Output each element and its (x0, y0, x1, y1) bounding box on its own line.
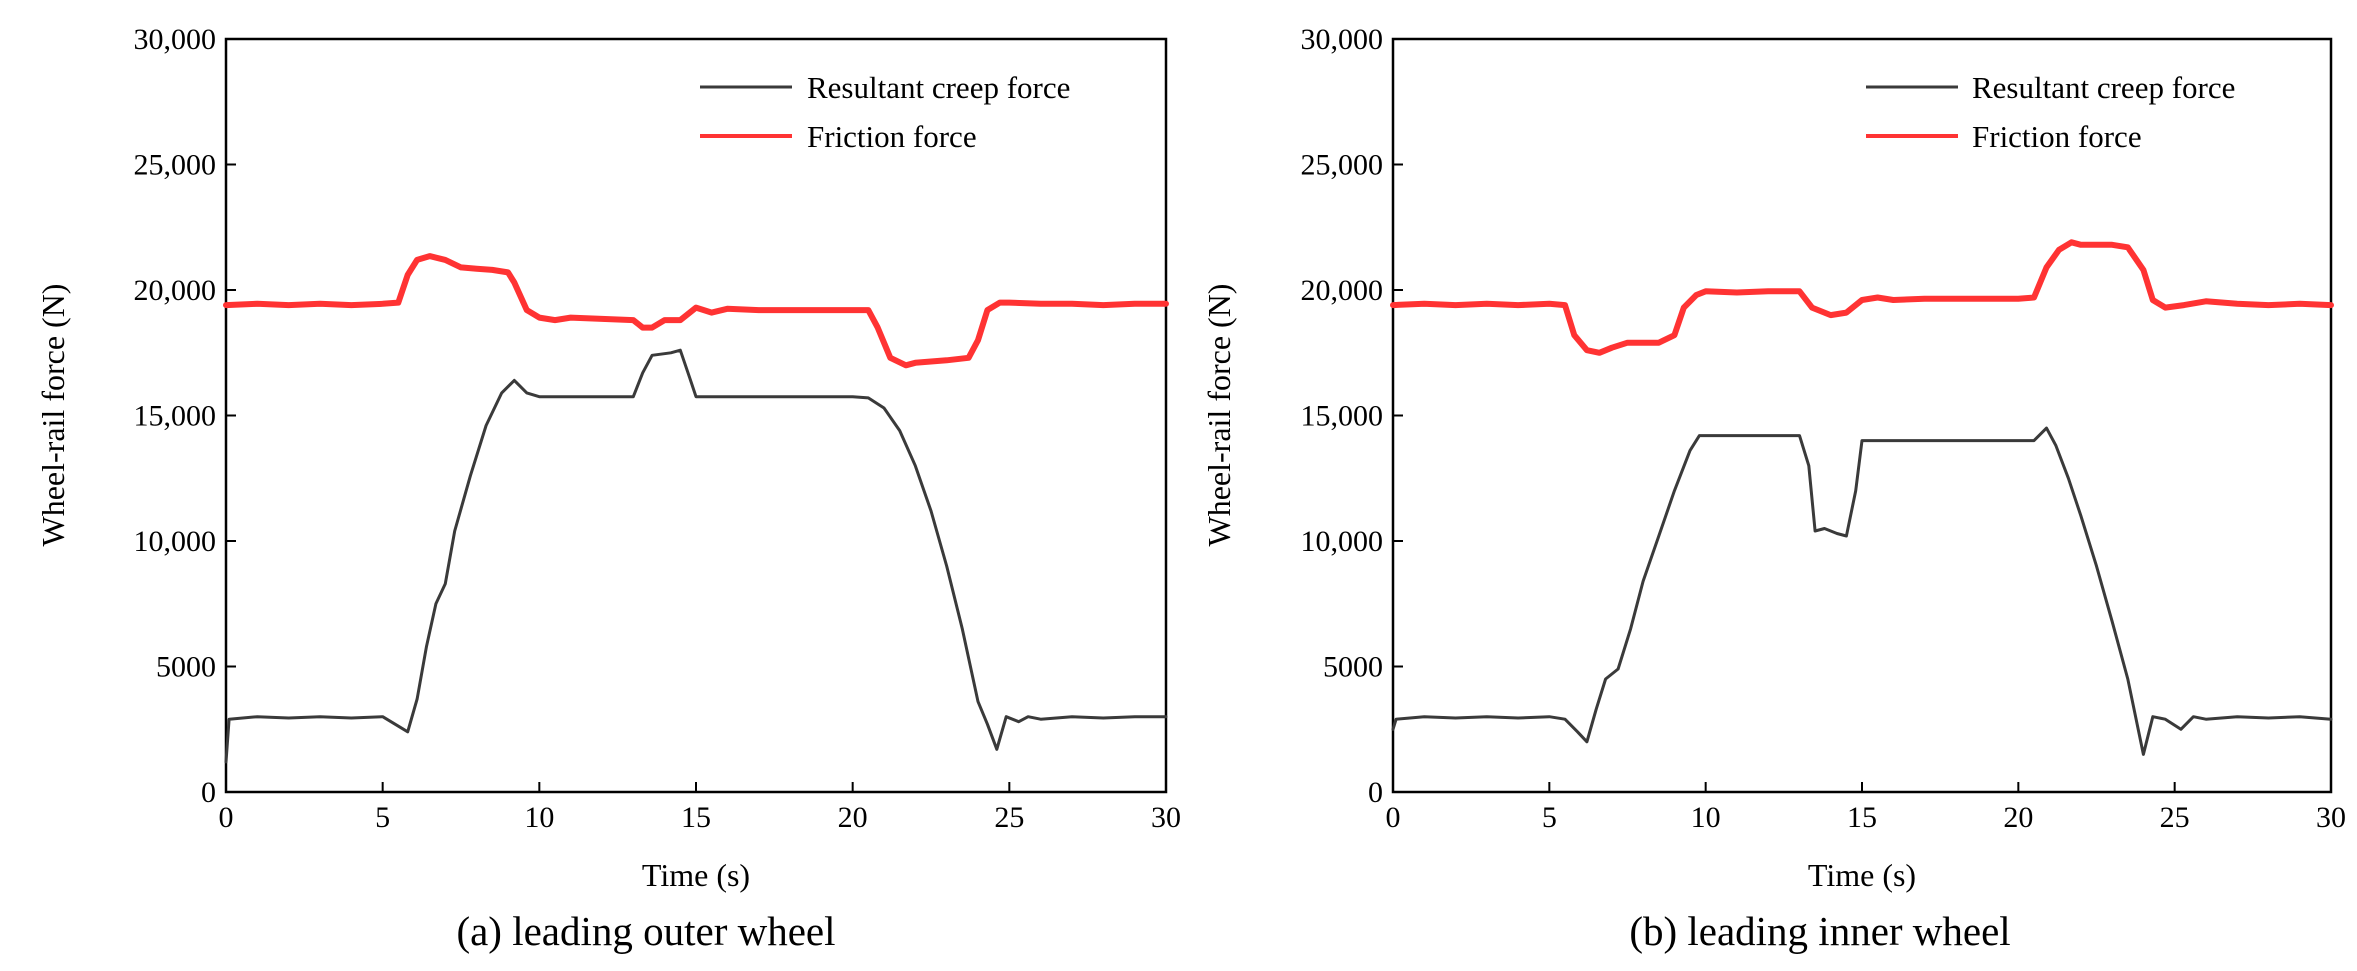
y-tick-label-a: 0 (201, 776, 216, 809)
caption-b: (b) leading inner wheel (1629, 908, 2010, 954)
x-tick-label-b: 0 (1386, 801, 1401, 834)
x-tick-label-a: 0 (219, 801, 234, 834)
caption-a: (a) leading outer wheel (456, 908, 835, 954)
series-layer-a (223, 253, 1169, 764)
y-tick-label-a: 20,000 (134, 274, 217, 307)
legend-label-creep: Resultant creep force (1972, 70, 2235, 105)
series-layer-b (1390, 239, 2334, 756)
ticks-a: 0 5 10 15 20 25 30 0 5000 10,000 15,000 20,000 25,00… (134, 23, 1182, 834)
x-tick-label-a: 25 (994, 801, 1024, 834)
legend-label-friction: Friction force (807, 119, 977, 154)
y-tick-label-b: 30,000 (1301, 23, 1384, 56)
x-tick-label-b: 5 (1542, 801, 1557, 834)
x-tick-label-a: 5 (375, 801, 390, 834)
friction-force-line-a (223, 253, 1169, 369)
legend-label-friction: Friction force (1972, 119, 2142, 154)
legend-b: Resultant creep force Friction force (1866, 70, 2235, 154)
x-tick-label-b: 25 (2160, 801, 2190, 834)
plot-area-b (1391, 37, 2333, 794)
y-tick-label-b: 10,000 (1301, 525, 1384, 558)
y-tick-label-a: 10,000 (134, 525, 217, 558)
y-tick-label-a: 15,000 (134, 400, 217, 433)
ticks-b: 0 5 10 15 20 25 30 0 5000 10,000 15,000 20,000 25,00… (1301, 23, 2347, 834)
y-tick-label-a: 25,000 (134, 149, 217, 182)
y-tick-label-a: 5000 (156, 651, 216, 684)
x-axis-title-b: Time (s) (1808, 857, 1916, 893)
creep-force-line-a (224, 348, 1168, 764)
x-axis-title-a: Time (s) (642, 857, 750, 893)
y-tick-label-b: 0 (1368, 776, 1383, 809)
x-tick-label-a: 30 (1151, 801, 1181, 834)
y-tick-label-a: 30,000 (134, 23, 217, 56)
x-tick-label-b: 15 (1847, 801, 1877, 834)
y-tick-label-b: 20,000 (1301, 274, 1384, 307)
creep-force-line-b (1391, 426, 2333, 756)
x-tick-label-b: 20 (2003, 801, 2033, 834)
x-tick-label-a: 15 (681, 801, 711, 834)
x-tick-label-b: 30 (2316, 801, 2346, 834)
panel-a: 0 5 10 15 20 25 30 0 5000 10,000 15,000 20,000 25,00… (35, 23, 1181, 954)
y-axis-title-a: Wheel-rail force (N) (35, 284, 71, 547)
plot-area-a (224, 37, 1168, 794)
y-tick-label-b: 25,000 (1301, 149, 1384, 182)
x-tick-label-a: 10 (524, 801, 554, 834)
x-tick-label-a: 20 (838, 801, 868, 834)
panel-b: 0 5 10 15 20 25 30 0 5000 10,000 15,000 20,000 25,00… (1201, 23, 2346, 954)
y-tick-label-b: 15,000 (1301, 400, 1384, 433)
y-axis-title-b: Wheel-rail force (N) (1201, 284, 1237, 547)
y-tick-label-b: 5000 (1323, 651, 1383, 684)
legend-label-creep: Resultant creep force (807, 70, 1070, 105)
friction-force-line-b (1390, 239, 2334, 356)
legend-a: Resultant creep force Friction force (700, 70, 1070, 154)
x-tick-label-b: 10 (1691, 801, 1721, 834)
